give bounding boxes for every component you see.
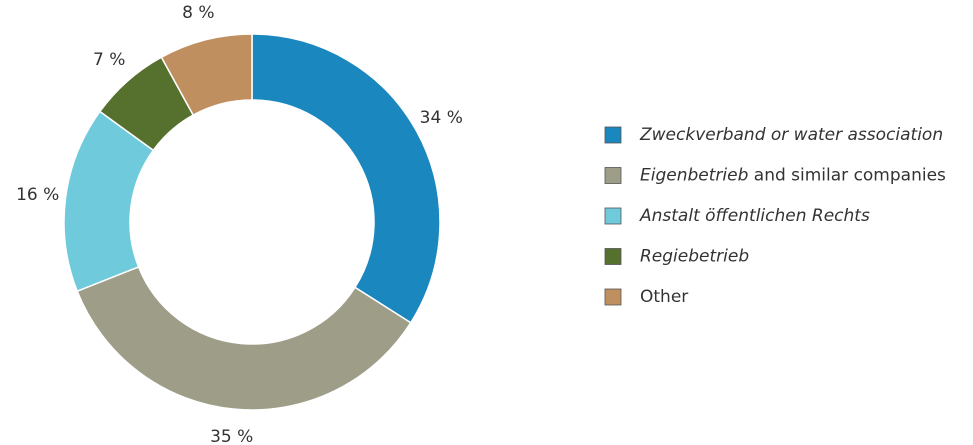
legend-swatch xyxy=(604,288,622,306)
legend-label: Anstalt öffentlichen Rechts xyxy=(639,206,870,226)
legend-swatch xyxy=(604,207,622,225)
slice xyxy=(76,265,412,411)
legend-swatch xyxy=(604,126,622,144)
value-label: 34 % xyxy=(420,108,463,128)
legend-label: Eigenbetrieb and similar companies xyxy=(640,166,946,186)
value-label: 35 % xyxy=(210,427,253,445)
value-label: 16 % xyxy=(16,185,59,205)
legend-swatch xyxy=(604,248,622,265)
value-label: 7 % xyxy=(93,50,125,70)
legend-swatch xyxy=(604,167,622,184)
slice xyxy=(160,33,253,117)
slice xyxy=(251,33,441,324)
legend-label: Regiebetrieb xyxy=(640,247,749,267)
value-label: 8 % xyxy=(182,3,214,23)
legend-label: Zweckverband or water association xyxy=(639,125,943,145)
legend-label: Other xyxy=(640,287,688,307)
